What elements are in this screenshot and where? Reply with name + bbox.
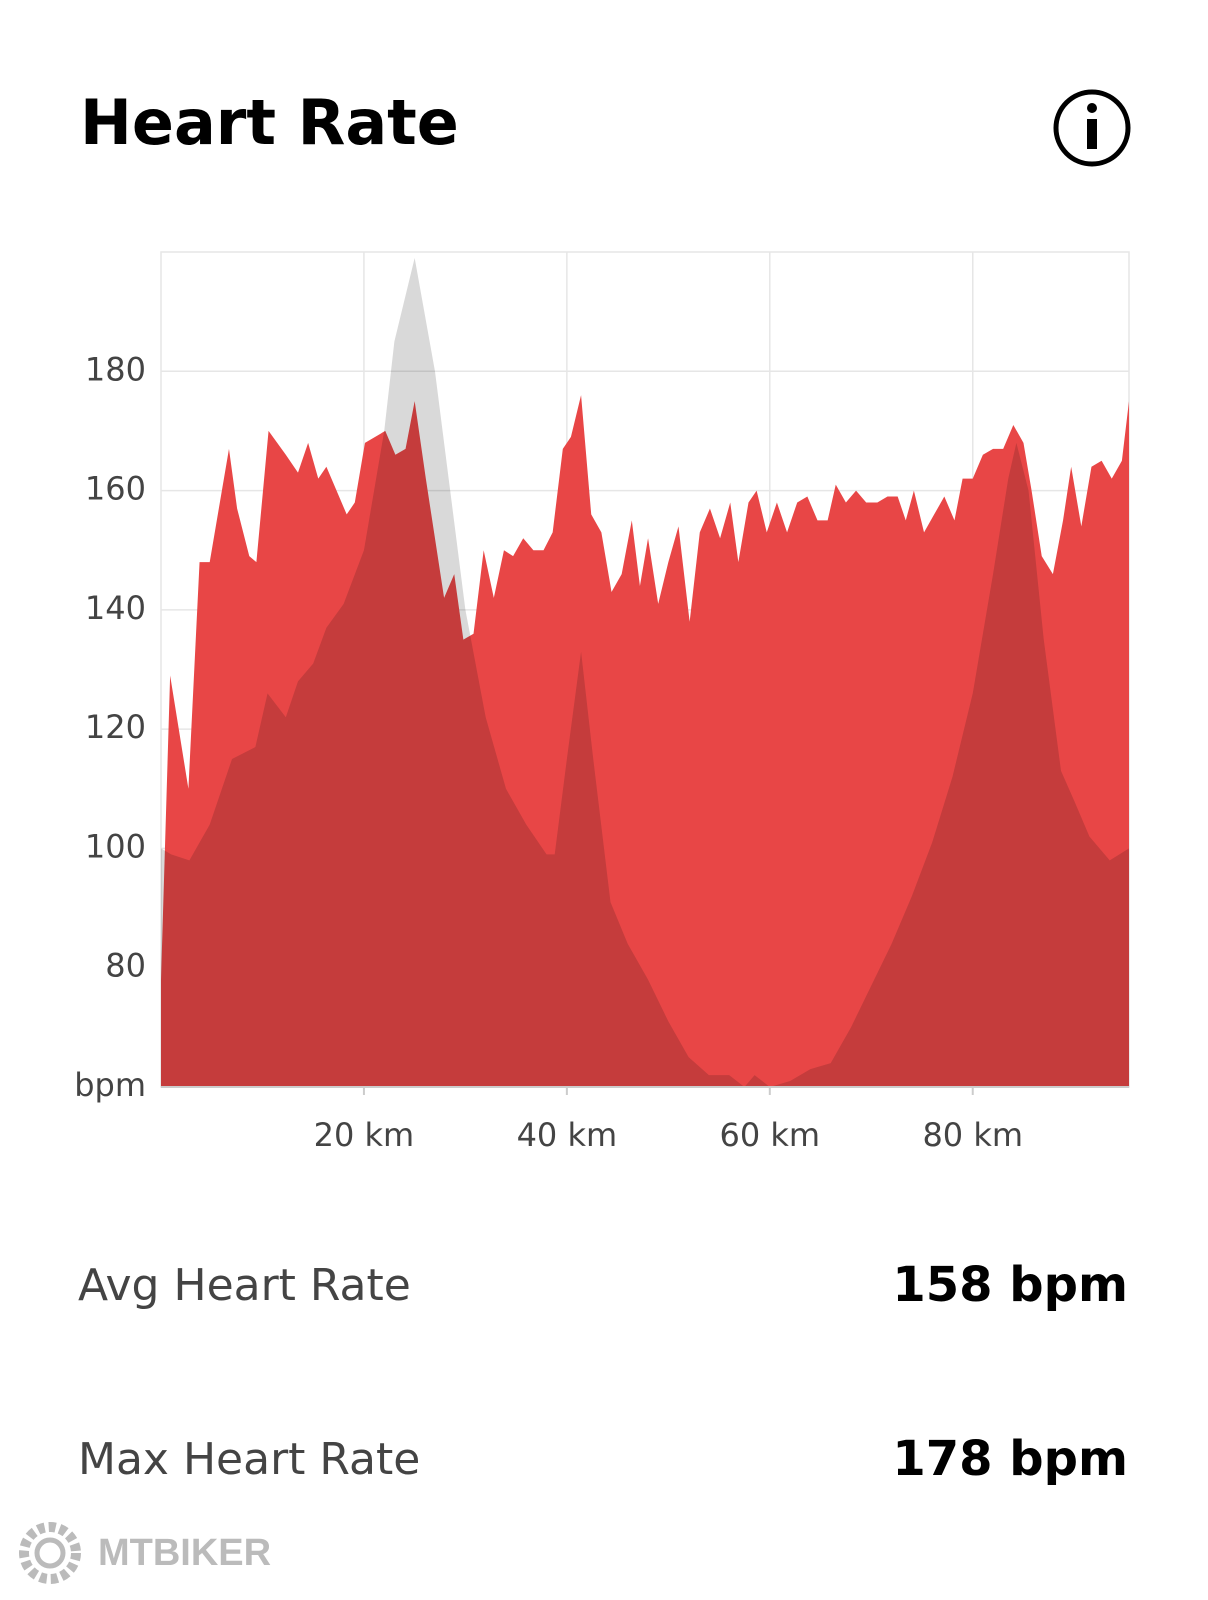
stat-label: Avg Heart Rate [78, 1260, 411, 1311]
y-tick-label: 120 [85, 708, 146, 746]
watermark: MTBIKER [98, 1532, 271, 1574]
y-tick-label: bpm [74, 1066, 146, 1104]
x-tick-label: 60 km [720, 1116, 821, 1154]
y-tick-label: 160 [85, 470, 146, 508]
plot: bpm 80 100 120 140 160 180 20 km 40 km 60 km 80 km [74, 251, 1130, 1154]
elevation-area [161, 257, 1129, 1087]
info-button[interactable] [1053, 89, 1131, 167]
y-tick-label: 80 [105, 947, 146, 985]
y-tick-label: 180 [85, 350, 146, 388]
stat-value: 178 bpm [892, 1431, 1128, 1487]
y-tick-label: 100 [85, 827, 146, 865]
y-tick-label: 140 [85, 589, 146, 627]
x-tick-label: 40 km [517, 1116, 618, 1154]
x-tick-label: 20 km [314, 1116, 415, 1154]
chart-title: Heart Rate [80, 86, 459, 159]
stat-value: 158 bpm [892, 1257, 1128, 1313]
stat-label: Max Heart Rate [78, 1434, 420, 1485]
x-tick-label: 80 km [922, 1116, 1023, 1154]
watermark-logo [19, 1522, 81, 1584]
